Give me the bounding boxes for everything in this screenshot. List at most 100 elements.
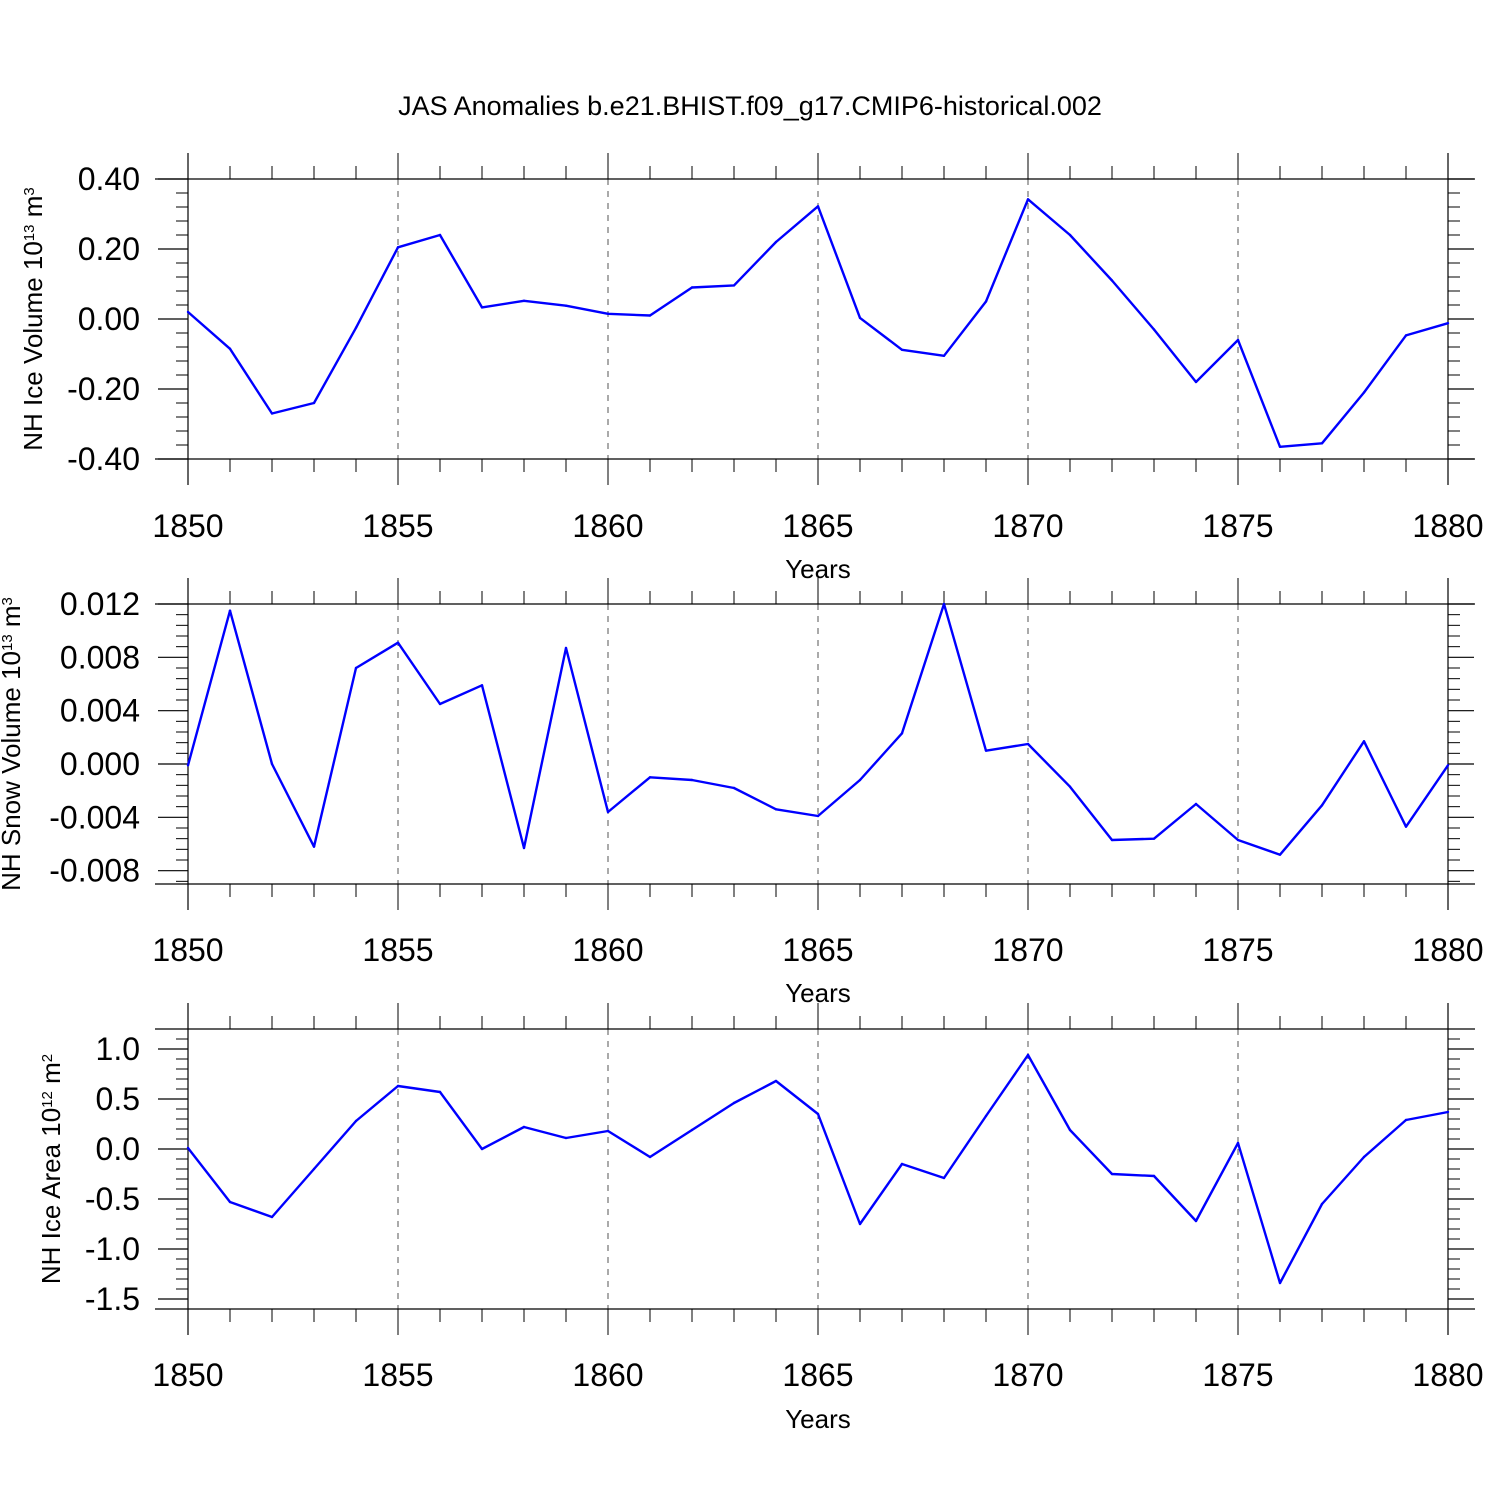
data-point [480,1147,484,1151]
data-point [858,778,862,782]
data-point [1152,328,1156,331]
data-point [816,1112,820,1116]
x-tick-label: 1880 [1412,932,1483,968]
data-point [1236,1141,1240,1145]
data-point [396,1084,400,1088]
x-tick-label: 1855 [362,932,433,968]
data-point [228,1200,232,1204]
data-point [1362,391,1366,394]
x-tick-label: 1860 [572,508,643,544]
data-point [522,1125,526,1129]
y-axis-label-superscript: 3 [21,187,38,195]
data-point [228,347,232,350]
data-point [1320,1202,1324,1206]
data-point [1026,198,1030,201]
data-point [858,316,862,320]
y-tick-label: -0.40 [67,441,140,477]
x-tick-label: 1865 [782,932,853,968]
y-tick-label: 0.0 [96,1131,140,1167]
data-point [312,845,316,848]
data-point [564,646,568,650]
data-point [1236,838,1240,842]
data-point [732,284,736,287]
data-point [690,778,694,782]
data-point [900,1162,904,1166]
data-point [1194,802,1198,806]
data-point [1404,334,1408,337]
data-point [774,1079,778,1083]
data-point [690,1128,694,1132]
data-point [1320,804,1324,807]
data-point [900,348,904,351]
y-axis-label-superscript: 13 [21,224,38,241]
data-point [1446,322,1450,325]
data-point [900,732,904,735]
y-tick-label: 0.012 [60,586,140,622]
data-point [1278,1281,1282,1285]
data-point [1068,1128,1072,1132]
data-point [690,286,694,289]
x-tick-label: 1865 [782,508,853,544]
y-tick-label: 0.20 [78,231,140,267]
y-axis-label-superscript: 3 [0,597,16,605]
y-axis-label-superscript: 2 [39,1054,56,1062]
data-point [648,776,652,779]
data-point [438,233,442,237]
y-axis-label-superscript: 12 [39,1091,56,1108]
data-point [1446,1110,1450,1114]
data-point [984,1114,988,1118]
data-point [312,1167,316,1171]
x-tick-label: 1855 [362,1357,433,1393]
data-point [228,609,232,612]
data-point [186,764,190,767]
y-tick-label: 1.0 [96,1031,140,1067]
figure-title: JAS Anomalies b.e21.BHIST.f09_g17.CMIP6-… [398,91,1102,121]
data-point [1152,1174,1156,1178]
data-point [1362,740,1366,743]
data-point [1152,837,1156,840]
y-axis-label-text: m [0,605,26,634]
data-point [648,314,652,317]
data-point [270,762,274,766]
data-point [480,684,484,687]
data-point [312,401,316,405]
y-tick-label: -0.004 [49,799,140,835]
y-axis-label: NH Snow Volume 1013 m3 [0,597,26,891]
x-tick-label: 1875 [1202,1357,1273,1393]
data-point [1068,785,1072,788]
data-point [1320,442,1324,445]
y-tick-label: 0.40 [78,161,140,197]
x-tick-label: 1865 [782,1357,853,1393]
data-point [270,412,274,415]
y-axis-label-text: NH Snow Volume 10 [0,651,26,891]
data-point [354,666,358,670]
data-point [354,1119,358,1123]
data-point [354,326,358,329]
data-point [1404,1118,1408,1122]
y-tick-label: 0.008 [60,639,140,675]
x-tick-label: 1870 [992,1357,1063,1393]
data-point [1110,279,1114,282]
data-point [984,300,988,303]
panel-2: -0.008 -0.004 0.000 0.004 0.008 0.012 1850 1855… [0,578,1484,1008]
y-axis-label-text: m [18,196,48,225]
data-point [1446,764,1450,767]
x-axis-label: Years [785,1404,851,1434]
x-tick-label: 1870 [992,508,1063,544]
data-point [438,702,442,706]
y-tick-label: 0.004 [60,693,140,729]
x-tick-label: 1850 [152,508,223,544]
data-point [564,304,568,307]
y-axis-label-text: NH Ice Volume 10 [18,241,48,451]
data-point [1110,838,1114,842]
y-tick-label: -0.20 [67,371,140,407]
data-point [186,1146,190,1150]
data-point [816,205,820,208]
data-point [1404,825,1408,828]
y-axis-label-superscript: 13 [0,634,16,651]
data-point [858,1222,862,1226]
x-tick-label: 1850 [152,932,223,968]
data-point [732,786,736,790]
x-tick-label: 1880 [1412,1357,1483,1393]
